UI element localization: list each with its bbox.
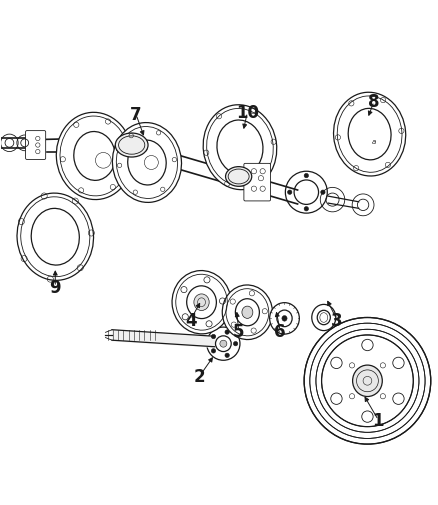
Circle shape [225, 330, 230, 335]
Circle shape [211, 335, 215, 339]
Circle shape [304, 318, 431, 444]
Ellipse shape [334, 93, 406, 177]
Text: 5: 5 [233, 322, 244, 340]
FancyBboxPatch shape [25, 131, 46, 160]
Text: a: a [372, 138, 376, 144]
Circle shape [233, 342, 238, 346]
Ellipse shape [312, 305, 336, 331]
Circle shape [225, 354, 230, 358]
Ellipse shape [222, 285, 272, 340]
FancyBboxPatch shape [244, 164, 271, 201]
Ellipse shape [270, 303, 299, 334]
Circle shape [288, 190, 292, 195]
Text: 1: 1 [373, 411, 384, 429]
Ellipse shape [203, 106, 277, 190]
Text: 4: 4 [185, 311, 196, 329]
Ellipse shape [353, 365, 382, 397]
Ellipse shape [17, 194, 94, 281]
Ellipse shape [242, 307, 253, 319]
Circle shape [321, 190, 325, 195]
Text: 8: 8 [368, 93, 380, 111]
Ellipse shape [113, 123, 181, 203]
Text: 10: 10 [236, 104, 259, 122]
Text: 3: 3 [331, 311, 343, 329]
Text: 9: 9 [49, 278, 61, 296]
Text: 7: 7 [130, 106, 142, 124]
Circle shape [211, 349, 215, 354]
Ellipse shape [172, 271, 231, 334]
Text: 2: 2 [194, 368, 205, 386]
Circle shape [220, 340, 227, 347]
Ellipse shape [282, 316, 287, 322]
Ellipse shape [194, 294, 209, 311]
Ellipse shape [57, 113, 133, 200]
Text: 6: 6 [274, 322, 286, 340]
Ellipse shape [226, 167, 252, 187]
Ellipse shape [115, 134, 148, 158]
Circle shape [304, 174, 308, 178]
Circle shape [304, 207, 308, 212]
